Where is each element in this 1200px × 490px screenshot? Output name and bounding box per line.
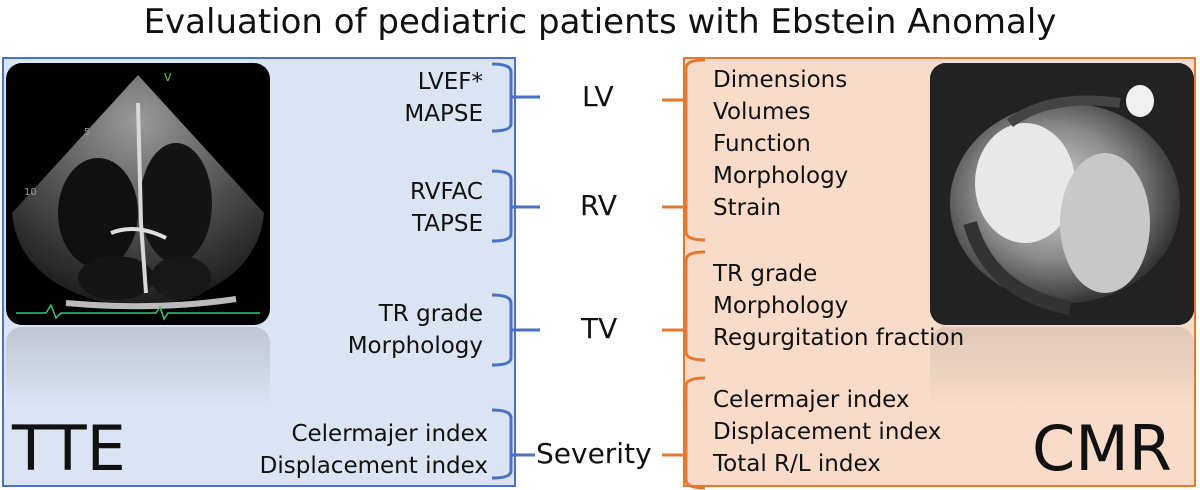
tte-brackets xyxy=(491,62,540,480)
tte-lv-measures: LVEF* MAPSE xyxy=(330,66,483,130)
diagram-title: Evaluation of pediatric patients with Eb… xyxy=(143,2,1057,42)
cmr-severity-item: Celermajer index xyxy=(713,387,910,413)
cmr-image-reflection xyxy=(930,327,1194,407)
tte-lv-item: MAPSE xyxy=(404,101,483,127)
echo-mark-5: 5 xyxy=(84,127,90,138)
echocardiogram-image: V 5 10 xyxy=(6,63,270,325)
cmr-lv-rv-bracket xyxy=(684,58,706,242)
cmr-tv-item: Regurgitation fraction xyxy=(713,325,965,351)
cmr-lv-rv-item: Volumes xyxy=(713,99,811,125)
echocardiogram-reflection xyxy=(6,327,270,407)
cmr-lv-rv-item: Morphology xyxy=(713,163,849,189)
tte-label: TTE xyxy=(12,412,126,485)
tte-rv-measures: RVFAC TAPSE xyxy=(330,176,483,240)
tte-tv-measures: TR grade Morphology xyxy=(280,298,483,362)
cmr-label: CMR xyxy=(1032,412,1172,485)
tte-lv-item: LVEF* xyxy=(417,69,483,95)
center-lv-label: LV xyxy=(582,80,614,113)
cmr-image xyxy=(930,63,1194,325)
cmr-brackets xyxy=(662,58,706,490)
tte-tv-item: Morphology xyxy=(347,333,483,359)
tte-rv-item: TAPSE xyxy=(412,211,483,237)
center-severity-label: Severity xyxy=(536,437,652,470)
center-tv-label: TV xyxy=(581,312,618,345)
tte-rv-bracket xyxy=(491,169,513,243)
cmr-lv-rv-item: Dimensions xyxy=(713,67,848,93)
cmr-lv-rv-measures: Dimensions Volumes Function Morphology S… xyxy=(713,64,848,224)
echo-mark-v: V xyxy=(164,71,172,84)
tte-lv-bracket xyxy=(491,62,513,133)
cmr-severity-item: Total R/L index xyxy=(713,451,881,477)
cmr-tv-item: Morphology xyxy=(713,293,849,319)
tte-tv-item: TR grade xyxy=(378,301,483,327)
tte-rv-item: RVFAC xyxy=(410,179,483,205)
cmr-lv-rv-item: Function xyxy=(713,131,811,157)
cmr-lv-rv-item: Strain xyxy=(713,195,782,221)
tte-severity-bracket xyxy=(491,408,513,480)
cmr-tv-measures: TR grade Morphology Regurgitation fracti… xyxy=(713,258,964,354)
tte-severity-measures: Celermajer index Displacement index xyxy=(240,418,488,482)
cmr-severity-item: Displacement index xyxy=(713,419,942,445)
cmr-tv-bracket xyxy=(684,250,706,362)
cmr-tv-item: TR grade xyxy=(713,261,818,287)
tte-severity-item: Displacement index xyxy=(259,453,488,479)
cmr-severity-bracket xyxy=(684,376,706,490)
tte-tv-bracket xyxy=(491,293,513,367)
cmr-severity-measures: Celermajer index Displacement index Tota… xyxy=(713,384,941,480)
echo-mark-10: 10 xyxy=(24,187,37,198)
tte-severity-item: Celermajer index xyxy=(291,421,488,447)
center-rv-label: RV xyxy=(580,189,618,222)
